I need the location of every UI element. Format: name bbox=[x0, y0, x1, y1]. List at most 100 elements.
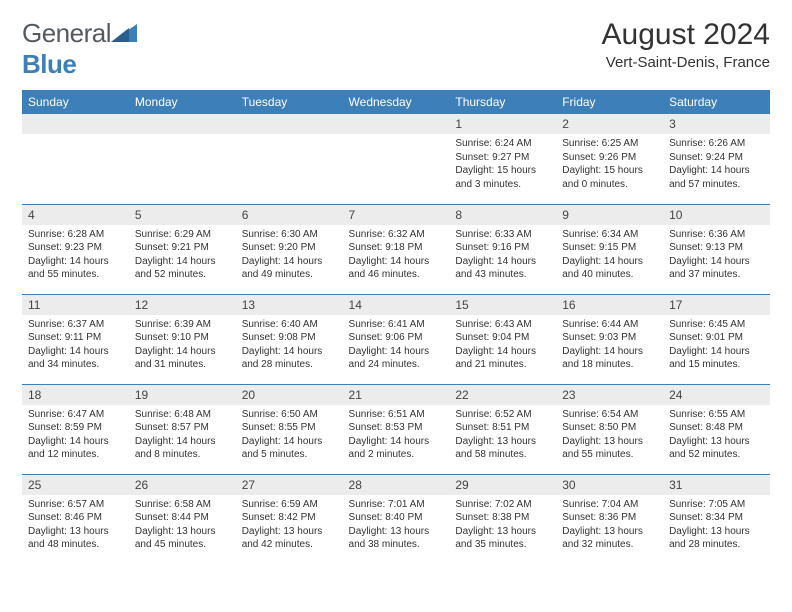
day-number-empty bbox=[236, 114, 343, 134]
sunset-text: Sunset: 9:23 PM bbox=[28, 242, 102, 253]
calendar-cell bbox=[129, 114, 236, 204]
calendar-cell: 19Sunrise: 6:48 AMSunset: 8:57 PMDayligh… bbox=[129, 384, 236, 474]
sunrise-text: Sunrise: 6:32 AM bbox=[349, 229, 425, 240]
sunset-text: Sunset: 8:38 PM bbox=[455, 512, 529, 523]
day-details: Sunrise: 6:54 AMSunset: 8:50 PMDaylight:… bbox=[556, 405, 663, 466]
daylight-text-2: and 55 minutes. bbox=[562, 449, 633, 460]
calendar-cell: 1Sunrise: 6:24 AMSunset: 9:27 PMDaylight… bbox=[449, 114, 556, 204]
calendar-cell: 28Sunrise: 7:01 AMSunset: 8:40 PMDayligh… bbox=[343, 474, 450, 564]
daylight-text-1: Daylight: 14 hours bbox=[242, 436, 323, 447]
sunset-text: Sunset: 8:53 PM bbox=[349, 422, 423, 433]
day-details: Sunrise: 6:33 AMSunset: 9:16 PMDaylight:… bbox=[449, 225, 556, 286]
calendar-cell: 8Sunrise: 6:33 AMSunset: 9:16 PMDaylight… bbox=[449, 204, 556, 294]
day-number: 28 bbox=[343, 475, 450, 495]
daylight-text-1: Daylight: 13 hours bbox=[349, 526, 430, 537]
daylight-text-1: Daylight: 13 hours bbox=[562, 526, 643, 537]
daylight-text-1: Daylight: 14 hours bbox=[28, 346, 109, 357]
daylight-text-1: Daylight: 14 hours bbox=[135, 346, 216, 357]
sunrise-text: Sunrise: 6:34 AM bbox=[562, 229, 638, 240]
calendar-cell: 31Sunrise: 7:05 AMSunset: 8:34 PMDayligh… bbox=[663, 474, 770, 564]
sunrise-text: Sunrise: 6:50 AM bbox=[242, 409, 318, 420]
day-number: 5 bbox=[129, 205, 236, 225]
day-number: 4 bbox=[22, 205, 129, 225]
daylight-text-2: and 28 minutes. bbox=[242, 359, 313, 370]
daylight-text-2: and 2 minutes. bbox=[349, 449, 415, 460]
daylight-text-1: Daylight: 15 hours bbox=[562, 165, 643, 176]
day-details: Sunrise: 6:37 AMSunset: 9:11 PMDaylight:… bbox=[22, 315, 129, 376]
calendar-week: 1Sunrise: 6:24 AMSunset: 9:27 PMDaylight… bbox=[22, 114, 770, 204]
day-header: Saturday bbox=[663, 90, 770, 114]
daylight-text-1: Daylight: 14 hours bbox=[455, 256, 536, 267]
sunset-text: Sunset: 9:15 PM bbox=[562, 242, 636, 253]
day-number: 8 bbox=[449, 205, 556, 225]
sunrise-text: Sunrise: 6:30 AM bbox=[242, 229, 318, 240]
day-details: Sunrise: 6:40 AMSunset: 9:08 PMDaylight:… bbox=[236, 315, 343, 376]
day-number: 29 bbox=[449, 475, 556, 495]
calendar-cell: 2Sunrise: 6:25 AMSunset: 9:26 PMDaylight… bbox=[556, 114, 663, 204]
sunset-text: Sunset: 8:59 PM bbox=[28, 422, 102, 433]
day-number: 17 bbox=[663, 295, 770, 315]
calendar-cell: 18Sunrise: 6:47 AMSunset: 8:59 PMDayligh… bbox=[22, 384, 129, 474]
calendar-cell: 6Sunrise: 6:30 AMSunset: 9:20 PMDaylight… bbox=[236, 204, 343, 294]
day-details: Sunrise: 7:01 AMSunset: 8:40 PMDaylight:… bbox=[343, 495, 450, 556]
day-details: Sunrise: 6:58 AMSunset: 8:44 PMDaylight:… bbox=[129, 495, 236, 556]
day-details: Sunrise: 6:59 AMSunset: 8:42 PMDaylight:… bbox=[236, 495, 343, 556]
daylight-text-1: Daylight: 14 hours bbox=[135, 436, 216, 447]
sunrise-text: Sunrise: 6:28 AM bbox=[28, 229, 104, 240]
calendar-cell bbox=[236, 114, 343, 204]
sunrise-text: Sunrise: 6:40 AM bbox=[242, 319, 318, 330]
daylight-text-2: and 12 minutes. bbox=[28, 449, 99, 460]
sunrise-text: Sunrise: 6:45 AM bbox=[669, 319, 745, 330]
daylight-text-2: and 35 minutes. bbox=[455, 539, 526, 550]
sunset-text: Sunset: 8:57 PM bbox=[135, 422, 209, 433]
daylight-text-2: and 42 minutes. bbox=[242, 539, 313, 550]
calendar-cell: 9Sunrise: 6:34 AMSunset: 9:15 PMDaylight… bbox=[556, 204, 663, 294]
calendar-body: 1Sunrise: 6:24 AMSunset: 9:27 PMDaylight… bbox=[22, 114, 770, 564]
sunset-text: Sunset: 9:27 PM bbox=[455, 152, 529, 163]
day-details: Sunrise: 6:51 AMSunset: 8:53 PMDaylight:… bbox=[343, 405, 450, 466]
daylight-text-2: and 46 minutes. bbox=[349, 269, 420, 280]
calendar-cell: 5Sunrise: 6:29 AMSunset: 9:21 PMDaylight… bbox=[129, 204, 236, 294]
day-details: Sunrise: 7:02 AMSunset: 8:38 PMDaylight:… bbox=[449, 495, 556, 556]
calendar-week: 11Sunrise: 6:37 AMSunset: 9:11 PMDayligh… bbox=[22, 294, 770, 384]
logo-triangle-icon bbox=[111, 20, 137, 42]
day-number: 10 bbox=[663, 205, 770, 225]
calendar-cell bbox=[343, 114, 450, 204]
calendar-cell: 26Sunrise: 6:58 AMSunset: 8:44 PMDayligh… bbox=[129, 474, 236, 564]
daylight-text-2: and 48 minutes. bbox=[28, 539, 99, 550]
calendar-cell: 7Sunrise: 6:32 AMSunset: 9:18 PMDaylight… bbox=[343, 204, 450, 294]
day-details: Sunrise: 6:28 AMSunset: 9:23 PMDaylight:… bbox=[22, 225, 129, 286]
sunrise-text: Sunrise: 6:43 AM bbox=[455, 319, 531, 330]
calendar-cell: 22Sunrise: 6:52 AMSunset: 8:51 PMDayligh… bbox=[449, 384, 556, 474]
daylight-text-1: Daylight: 14 hours bbox=[562, 346, 643, 357]
title-block: August 2024 Vert-Saint-Denis, France bbox=[602, 18, 770, 71]
day-number: 1 bbox=[449, 114, 556, 134]
logo-word1: General bbox=[22, 18, 111, 48]
sunset-text: Sunset: 8:55 PM bbox=[242, 422, 316, 433]
calendar-cell: 14Sunrise: 6:41 AMSunset: 9:06 PMDayligh… bbox=[343, 294, 450, 384]
calendar-table: SundayMondayTuesdayWednesdayThursdayFrid… bbox=[22, 90, 770, 564]
day-number: 6 bbox=[236, 205, 343, 225]
calendar-cell: 27Sunrise: 6:59 AMSunset: 8:42 PMDayligh… bbox=[236, 474, 343, 564]
sunset-text: Sunset: 9:24 PM bbox=[669, 152, 743, 163]
daylight-text-2: and 18 minutes. bbox=[562, 359, 633, 370]
daylight-text-2: and 32 minutes. bbox=[562, 539, 633, 550]
day-number: 9 bbox=[556, 205, 663, 225]
day-details: Sunrise: 6:44 AMSunset: 9:03 PMDaylight:… bbox=[556, 315, 663, 376]
day-details: Sunrise: 6:52 AMSunset: 8:51 PMDaylight:… bbox=[449, 405, 556, 466]
daylight-text-2: and 43 minutes. bbox=[455, 269, 526, 280]
sunset-text: Sunset: 9:03 PM bbox=[562, 332, 636, 343]
sunset-text: Sunset: 9:20 PM bbox=[242, 242, 316, 253]
calendar-cell bbox=[22, 114, 129, 204]
day-details: Sunrise: 6:57 AMSunset: 8:46 PMDaylight:… bbox=[22, 495, 129, 556]
daylight-text-2: and 28 minutes. bbox=[669, 539, 740, 550]
day-number: 24 bbox=[663, 385, 770, 405]
sunrise-text: Sunrise: 6:33 AM bbox=[455, 229, 531, 240]
day-details: Sunrise: 6:32 AMSunset: 9:18 PMDaylight:… bbox=[343, 225, 450, 286]
sunset-text: Sunset: 8:40 PM bbox=[349, 512, 423, 523]
daylight-text-1: Daylight: 14 hours bbox=[455, 346, 536, 357]
page-subtitle: Vert-Saint-Denis, France bbox=[602, 54, 770, 71]
calendar-cell: 16Sunrise: 6:44 AMSunset: 9:03 PMDayligh… bbox=[556, 294, 663, 384]
day-details: Sunrise: 7:04 AMSunset: 8:36 PMDaylight:… bbox=[556, 495, 663, 556]
day-details: Sunrise: 7:05 AMSunset: 8:34 PMDaylight:… bbox=[663, 495, 770, 556]
